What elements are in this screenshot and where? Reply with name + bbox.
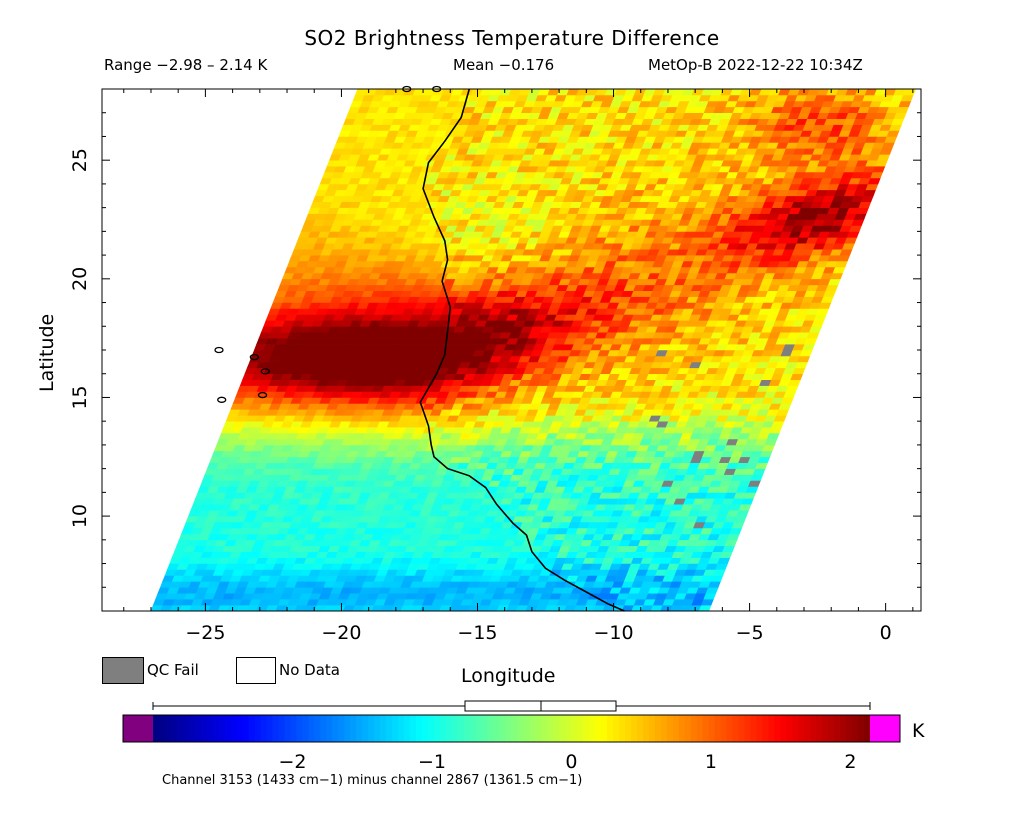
heatmap-cell [771, 420, 785, 428]
heatmap-cell [778, 403, 792, 410]
mean-label: Mean −0.176 [453, 56, 555, 74]
heatmap-cell [870, 171, 884, 179]
heatmap-cell [792, 367, 806, 375]
heatmap-cell [790, 373, 804, 381]
heatmap-cell [776, 408, 790, 416]
heatmap-cell [705, 586, 719, 594]
heatmap-cell [703, 592, 717, 600]
heatmap-cell [750, 474, 764, 481]
heatmap-cell [722, 545, 736, 553]
range-label: Range −2.98 – 2.14 K [104, 56, 268, 74]
heatmap-cell [804, 337, 818, 345]
heatmap-cell [785, 385, 799, 392]
heatmap-cell [712, 569, 726, 576]
heatmap-cell [886, 130, 900, 137]
heatmap-cell [898, 100, 912, 108]
heatmap-cell [818, 302, 832, 309]
heatmap-cell [764, 438, 778, 446]
heatmap-cell [755, 462, 768, 469]
heatmap-cell [893, 112, 907, 119]
heatmap-cell [851, 219, 865, 226]
heatmap-cell [837, 254, 851, 262]
heatmap-cell [872, 165, 886, 173]
heatmap-cell [743, 492, 757, 499]
heatmap-cell [884, 136, 898, 143]
satellite-time-label: MetOp-B 2022-12-22 10:34Z [648, 56, 863, 74]
heatmap-cell [708, 580, 721, 588]
heatmap-cell [877, 154, 891, 161]
heatmap-cell [731, 521, 745, 529]
heatmap-cell [832, 266, 846, 274]
heatmap-cell [787, 379, 801, 386]
heatmap-cell [879, 148, 893, 155]
heatmap-cell [797, 355, 811, 363]
figure-title: SO2 Brightness Temperature Difference [304, 26, 720, 50]
heatmap-cell [867, 177, 881, 185]
heatmap-cell [766, 432, 780, 440]
heatmap-cell [827, 278, 841, 286]
heatmap-cell [889, 124, 902, 131]
heatmap-cell [698, 604, 712, 612]
heatmap-cell [802, 343, 815, 351]
heatmap-cell [748, 480, 761, 487]
heatmap-cell [710, 575, 724, 582]
heatmap-cell [726, 533, 740, 541]
heatmap-cell [856, 207, 870, 214]
heatmap-cell [891, 118, 905, 125]
heatmap-cell [752, 468, 766, 475]
heatmap-cell [783, 391, 797, 398]
heatmap-cell [769, 426, 783, 434]
heatmap-cell [844, 237, 858, 244]
heatmap-cell [853, 213, 867, 220]
heatmap-cell [816, 308, 830, 315]
heatmap-cell [717, 557, 731, 564]
heatmap-cell [830, 272, 844, 280]
heatmap-cell [745, 486, 759, 493]
heatmap-cell [839, 248, 853, 256]
heatmap-cell [806, 331, 820, 339]
heatmap-cell [736, 509, 750, 517]
heatmap-cell [780, 397, 794, 404]
heatmap-cell [834, 260, 848, 268]
heatmap-cell [860, 195, 874, 202]
heatmap-cell [874, 159, 888, 167]
heatmap-cell [799, 349, 813, 357]
heatmap-layer [150, 88, 917, 612]
heatmap-cell [729, 527, 743, 535]
heatmap-cell [757, 456, 771, 464]
heatmap-cell [795, 361, 808, 369]
heatmap-cell [825, 284, 839, 292]
heatmap-cell [813, 314, 827, 321]
heatmap-cell [849, 225, 862, 232]
heatmap-cell [773, 414, 787, 422]
heatmap-cell [701, 598, 714, 606]
heatmap-cell [733, 515, 747, 523]
heatmap-cell [762, 444, 776, 452]
heatmap-cell [759, 450, 773, 458]
heatmap-cell [823, 290, 837, 297]
heatmap-cell [842, 242, 855, 250]
heatmap-cell [846, 231, 860, 238]
heatmap-cell [740, 497, 754, 505]
heatmap-cell [738, 503, 752, 511]
heatmap-cell [881, 142, 895, 149]
heatmap-cell [719, 551, 733, 558]
heatmap-cell [858, 201, 872, 208]
heatmap-cell [865, 183, 879, 191]
heatmap-cell [811, 319, 825, 327]
heatmap-cell [715, 563, 729, 570]
heatmap-cell [809, 325, 823, 333]
heatmap-cell [820, 296, 834, 303]
heatmap-cell [896, 106, 909, 113]
heatmap-cell [863, 189, 877, 197]
heatmap-cell [724, 539, 738, 547]
